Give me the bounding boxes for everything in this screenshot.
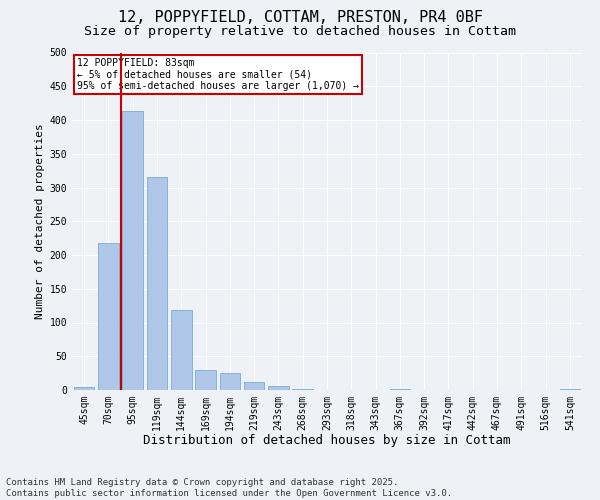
Bar bbox=[244, 382, 265, 390]
Bar bbox=[98, 243, 119, 390]
Bar bbox=[220, 373, 240, 390]
Bar bbox=[122, 111, 143, 390]
Bar bbox=[171, 310, 191, 390]
Text: 12 POPPYFIELD: 83sqm
← 5% of detached houses are smaller (54)
95% of semi-detach: 12 POPPYFIELD: 83sqm ← 5% of detached ho… bbox=[77, 58, 359, 91]
Bar bbox=[146, 178, 167, 390]
Bar bbox=[560, 388, 580, 390]
Bar bbox=[195, 370, 216, 390]
Text: 12, POPPYFIELD, COTTAM, PRESTON, PR4 0BF: 12, POPPYFIELD, COTTAM, PRESTON, PR4 0BF bbox=[118, 10, 482, 25]
Text: Contains HM Land Registry data © Crown copyright and database right 2025.
Contai: Contains HM Land Registry data © Crown c… bbox=[6, 478, 452, 498]
Bar bbox=[74, 386, 94, 390]
Y-axis label: Number of detached properties: Number of detached properties bbox=[35, 124, 46, 319]
X-axis label: Distribution of detached houses by size in Cottam: Distribution of detached houses by size … bbox=[143, 434, 511, 448]
Bar bbox=[268, 386, 289, 390]
Text: Size of property relative to detached houses in Cottam: Size of property relative to detached ho… bbox=[84, 25, 516, 38]
